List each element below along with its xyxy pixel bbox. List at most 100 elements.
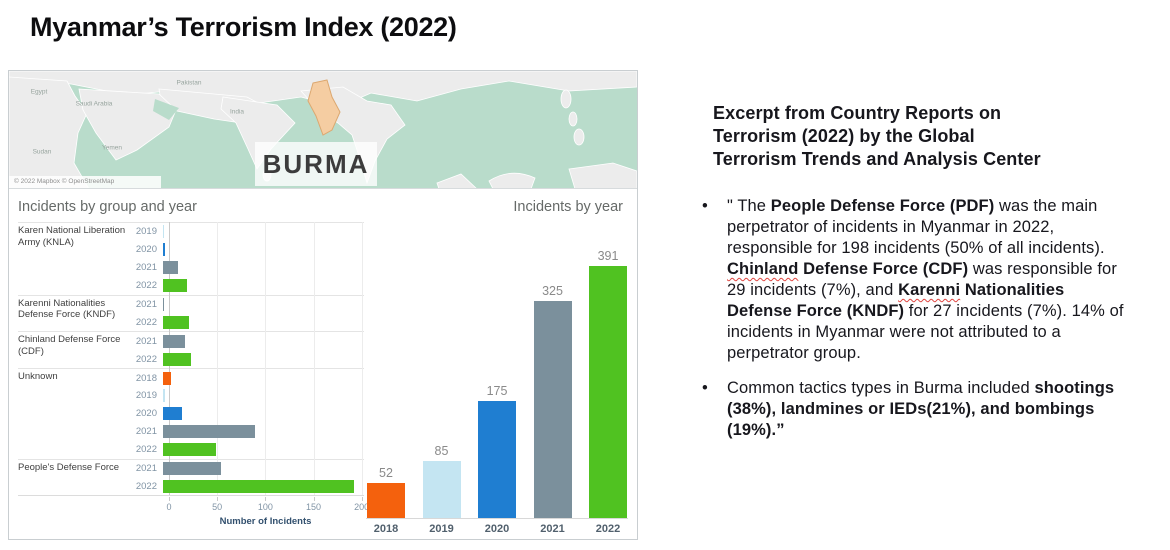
bar-year-label: 2022 [595, 523, 621, 535]
group-chart-row: 2022 [130, 350, 364, 368]
incident-bar-2019[interactable] [163, 389, 165, 403]
incident-bar-2021[interactable] [163, 334, 186, 348]
group-chart-row: 2021 [130, 423, 364, 441]
map[interactable]: Egypt Saudi Arabia Sudan Yemen Pakistan India… [9, 71, 637, 189]
map-canvas [9, 71, 637, 188]
year-bar-2019[interactable] [422, 461, 461, 518]
year-bar-2018[interactable] [367, 483, 405, 518]
axis-tick [361, 497, 363, 502]
excerpt-text-segment: for 27 incidents (7%). 14% of incidents … [727, 302, 1124, 362]
excerpt-panel: Excerpt from Country Reports on Terroris… [700, 102, 1148, 455]
bar-track [163, 243, 364, 257]
excerpt-bullets: " The People Defense Force (PDF) was the… [700, 196, 1132, 441]
year-chart-title: Incidents by year [513, 199, 623, 215]
group-chart-x-axis: Number of Incidents 0 50 100 150 200 [18, 496, 369, 530]
group-block: Karenni Nationalities Defense Force (KND… [18, 294, 364, 332]
year-bar-group: 325 2021 [533, 249, 573, 535]
year-bar-group: 85 2019 [422, 249, 462, 535]
incident-bar-2020[interactable] [163, 243, 165, 257]
incident-bar-2022[interactable] [163, 315, 189, 329]
bar-track [163, 462, 364, 476]
group-label: Karen National Liberation Army (KNLA) [18, 225, 126, 248]
map-country-label: Egypt [30, 88, 48, 96]
group-chart-row: 2021 [130, 460, 364, 478]
incident-bar-2022[interactable] [163, 479, 354, 493]
year-bar-group: 175 2020 [477, 249, 517, 535]
bar-value-label: 175 [486, 384, 508, 399]
year-bar-2022[interactable] [589, 266, 627, 518]
row-year-label: 2020 [135, 244, 157, 256]
row-year-label: 2022 [135, 444, 157, 456]
map-burma-label-box: BURMA [255, 142, 377, 186]
group-chart-row: 2022 [130, 313, 364, 331]
excerpt-text-segment: Defense Force (CDF) [798, 260, 969, 278]
bar-value-label: 52 [379, 466, 393, 481]
excerpt-text-segment: Chinland [727, 260, 799, 278]
group-chart-row: 2019 [130, 223, 364, 241]
row-year-label: 2021 [135, 426, 157, 438]
bar-track [163, 225, 364, 239]
group-chart-row: 2022 [130, 441, 364, 459]
group-block: People's Defense Force 2021 2022 [18, 458, 364, 496]
group-label: Karenni Nationalities Defense Force (KND… [18, 297, 116, 321]
map-country-label: India [229, 108, 245, 116]
group-chart-title: Incidents by group and year [18, 199, 197, 215]
year-bar-2021[interactable] [533, 301, 572, 518]
group-label: Chinland Defense Force (CDF) [18, 334, 121, 357]
incident-bar-2020[interactable] [163, 407, 183, 421]
bar-track [163, 315, 364, 329]
bar-track [163, 443, 364, 457]
excerpt-bullet: Common tactics types in Burma included s… [700, 378, 1132, 441]
row-year-label: 2022 [135, 316, 157, 328]
group-label: People's Defense Force [18, 461, 120, 473]
dashboard-panel: Egypt Saudi Arabia Sudan Yemen Pakistan India… [8, 70, 638, 540]
row-year-label: 2021 [135, 463, 157, 475]
row-year-label: 2021 [135, 299, 157, 310]
year-bar-2020[interactable] [478, 401, 516, 518]
group-chart-row: 2021 [130, 296, 364, 314]
incident-bar-2019[interactable] [163, 225, 164, 239]
year-chart: 52 2018 85 2019 175 2020 325 2021 391 2022 [366, 249, 628, 535]
incident-bar-2022[interactable] [163, 443, 216, 457]
bar-year-label: 2020 [484, 523, 510, 535]
row-year-label: 2022 [135, 480, 157, 492]
bar-year-label: 2021 [540, 523, 565, 535]
gridline [217, 222, 219, 496]
row-year-label: 2021 [135, 335, 157, 347]
incident-bar-2021[interactable] [163, 261, 179, 275]
map-myanmar-shape [307, 79, 341, 136]
excerpt-text-segment: was the main perpetrator of incidents in… [727, 197, 1105, 257]
incident-bar-2021[interactable] [163, 425, 256, 439]
row-year-label: 2020 [135, 408, 157, 420]
incident-bar-2022[interactable] [163, 352, 191, 366]
excerpt-bullet: " The People Defense Force (PDF) was the… [700, 196, 1132, 364]
incident-bar-2021[interactable] [163, 298, 164, 311]
map-attribution[interactable]: © 2022 Mapbox © OpenStreetMap [9, 176, 161, 188]
axis-tick [169, 497, 170, 502]
gridline [265, 222, 267, 496]
map-country-label: Yemen [102, 144, 122, 152]
incident-bar-2021[interactable] [163, 462, 221, 476]
gridline [361, 222, 363, 496]
map-country-label: Pakistan [176, 79, 202, 87]
axis-tick-label: 100 [257, 502, 273, 513]
bar-track [163, 352, 364, 366]
row-year-label: 2021 [135, 262, 157, 274]
excerpt-text-segment: Karenni [898, 281, 961, 299]
excerpt-text-segment: People Defense Force (PDF) [770, 197, 995, 215]
bar-track [163, 371, 364, 385]
bar-track [163, 334, 364, 348]
axis-tick-label: 50 [212, 502, 223, 513]
bar-value-label: 325 [542, 284, 563, 299]
excerpt-text-segment: shootings (38%), landmines or IEDs(21%),… [727, 379, 1115, 439]
group-chart-plot: Karen National Liberation Army (KNLA) 201… [18, 222, 364, 497]
row-year-label: 2022 [135, 280, 157, 292]
incident-bar-2022[interactable] [163, 279, 188, 293]
incident-bar-2018[interactable] [163, 371, 171, 385]
excerpt-text-segment: Nationalities Defense Force (KNDF) [727, 281, 1065, 320]
group-chart-row: 2019 [130, 387, 364, 405]
page-title: Myanmar’s Terrorism Index (2022) [30, 12, 457, 42]
axis-tick [217, 497, 219, 502]
map-country-label: Saudi Arabia [75, 100, 113, 108]
row-year-label: 2022 [135, 353, 157, 365]
